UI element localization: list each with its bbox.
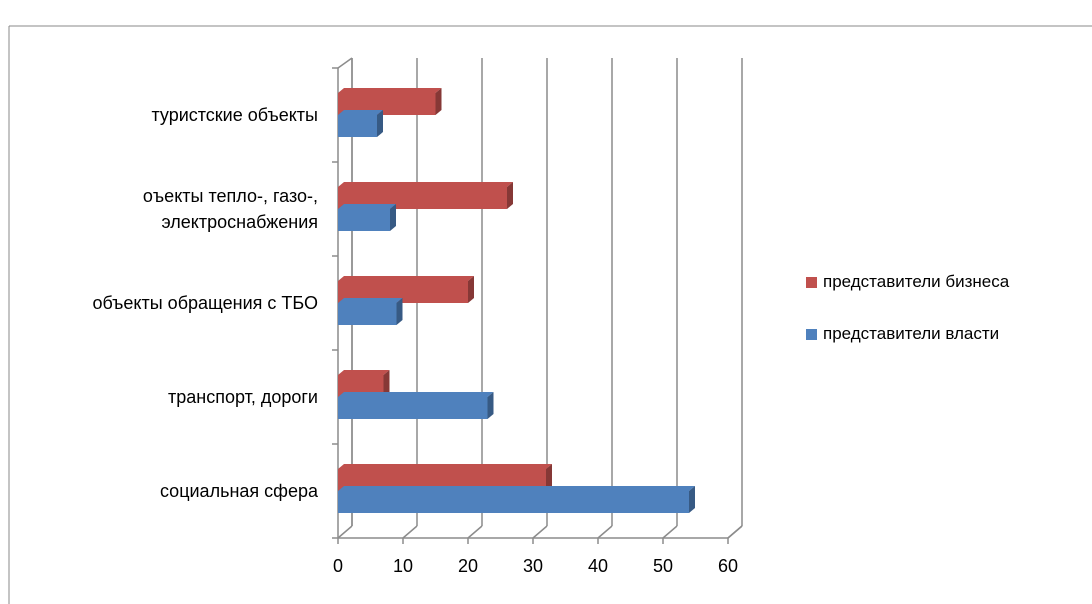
bar-top xyxy=(338,182,513,187)
category-label: туристские объекты xyxy=(151,105,318,125)
bar-top xyxy=(338,392,494,397)
gridline-floor xyxy=(337,525,353,539)
bar-side xyxy=(507,182,513,209)
legend: представители бизнеса представители влас… xyxy=(806,268,1009,372)
gridline-floor xyxy=(662,525,678,539)
x-tick-label: 40 xyxy=(587,556,609,576)
bar-side xyxy=(396,298,403,325)
bar xyxy=(338,93,436,115)
bar-top xyxy=(338,204,396,209)
bar xyxy=(338,397,488,419)
legend-label-business: представители бизнеса xyxy=(823,272,1010,291)
bar-side xyxy=(487,392,494,419)
legend-item-business: представители бизнеса xyxy=(806,268,1009,296)
bar-top xyxy=(338,298,403,303)
category-label: социальная сфера xyxy=(159,481,318,501)
bar xyxy=(338,209,390,231)
x-axis-end xyxy=(727,525,743,539)
x-tick-label: 30 xyxy=(522,556,544,576)
bar-top xyxy=(338,276,474,281)
x-tick-label: 50 xyxy=(652,556,674,576)
gridline-floor xyxy=(402,525,418,539)
bar xyxy=(338,281,468,303)
bar-side xyxy=(390,204,396,231)
category-label: оъекты тепло-, газо-, электроснабжения xyxy=(142,186,318,232)
bar-side xyxy=(546,464,552,491)
gridline-floor xyxy=(597,525,613,539)
x-tick-label: 10 xyxy=(392,556,414,576)
legend-swatch-business xyxy=(806,276,817,288)
x-tick-label: 20 xyxy=(457,556,479,576)
bar-top xyxy=(338,370,390,375)
gridline-floor xyxy=(467,525,483,539)
gridline-floor xyxy=(532,525,548,539)
bar-top xyxy=(338,110,383,115)
bar-top xyxy=(338,88,442,93)
bar-side xyxy=(435,88,442,115)
x-tick-label: 0 xyxy=(332,556,343,576)
legend-label-government: представители власти xyxy=(823,324,1000,343)
bar xyxy=(338,115,377,137)
legend-swatch-government xyxy=(806,328,817,340)
bar xyxy=(338,375,384,397)
bar-top xyxy=(338,486,695,491)
bar xyxy=(338,491,689,513)
x-tick-label: 60 xyxy=(717,556,739,576)
bar xyxy=(338,469,546,491)
bar-side xyxy=(468,276,474,303)
bar-top xyxy=(338,464,552,469)
bar-side xyxy=(377,110,383,137)
bar xyxy=(338,303,397,325)
bar xyxy=(338,187,507,209)
category-label: объекты обращения с ТБО xyxy=(92,293,318,313)
bar-side xyxy=(689,486,695,513)
bar-side xyxy=(383,370,390,397)
category-label: транспорт, дороги xyxy=(168,387,318,407)
legend-item-government: представители власти xyxy=(806,320,1009,348)
y-axis-top xyxy=(337,57,353,69)
